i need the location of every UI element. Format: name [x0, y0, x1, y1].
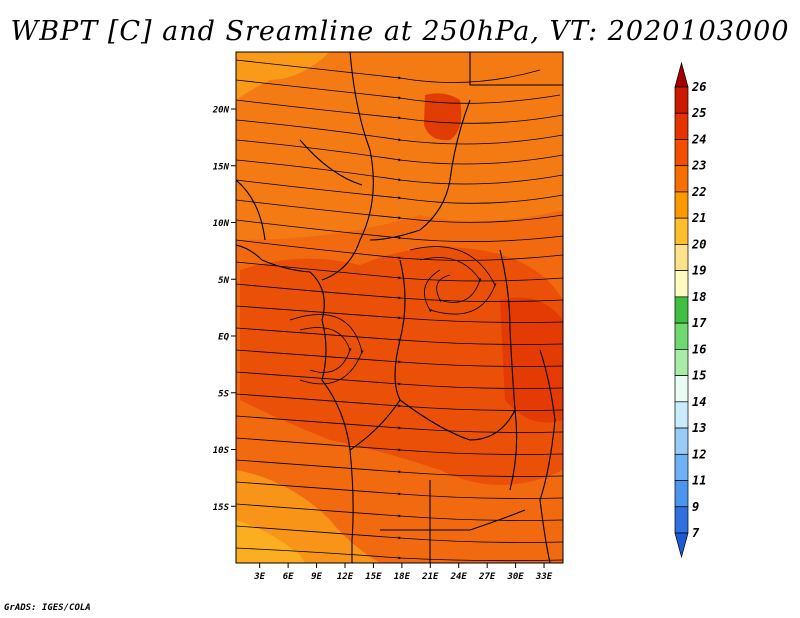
lon-tick-label: 3E — [253, 572, 265, 582]
lon-tick-label: 15E — [365, 572, 382, 582]
colorbar-label: 21 — [691, 211, 706, 225]
lat-tick-label: 10S — [213, 446, 230, 456]
colorbar-bottom-arrow — [674, 532, 689, 559]
lat-tick-label: 15N — [213, 162, 230, 172]
colorbar-label: 23 — [691, 159, 706, 173]
colorbar-swatch — [674, 112, 689, 140]
map-panel — [236, 52, 563, 563]
colorbar-swatch — [674, 86, 689, 114]
lon-tick-label: 18E — [394, 572, 411, 582]
colorbar-label: 16 — [692, 342, 706, 356]
wbpt-field-warm-north — [236, 52, 563, 240]
colorbar-label: 17 — [692, 316, 707, 330]
colorbar-swatch — [674, 165, 689, 193]
lon-tick-label: 9E — [311, 572, 322, 582]
latitude-axis: 20N 15N 10N 5N EQ 5S 10S 15S — [212, 106, 236, 513]
lon-tick-label: 12E — [337, 572, 354, 582]
lat-tick-label: 10N — [213, 219, 230, 229]
colorbar-label: 19 — [692, 264, 706, 278]
grads-credit: GrADS: IGES/COLA — [4, 603, 91, 613]
lon-tick-label: 21E — [421, 572, 439, 582]
colorbar-swatch — [674, 401, 689, 429]
colorbar-swatch — [674, 480, 689, 508]
colorbar-swatch — [674, 296, 689, 324]
colorbar-swatch — [674, 349, 689, 376]
colorbar-swatch — [674, 139, 689, 167]
wbpt-field-hot-east — [500, 297, 563, 423]
lat-tick-label: EQ — [218, 333, 229, 343]
colorbar-label: 25 — [691, 106, 706, 120]
wbpt-field-coolest-southwest — [236, 520, 305, 563]
wbpt-field-cool-northwest — [236, 52, 330, 100]
colorbar-swatch — [674, 191, 689, 219]
wbpt-field-hot-patch — [424, 93, 462, 141]
colorbar-label: 26 — [691, 80, 706, 94]
map-frame — [235, 51, 564, 564]
lat-tick-label: 5N — [218, 276, 229, 286]
colorbar-swatch — [674, 506, 689, 534]
chart-title: WBPT [C] and Sreamline at 250hPa, VT: 20… — [10, 16, 790, 47]
colorbar-label: 14 — [692, 395, 706, 409]
lat-tick-label: 15S — [213, 503, 230, 513]
lon-tick-label: 24E — [450, 572, 468, 582]
colorbar: 26 25 24 23 22 21 20 19 18 17 16 15 14 13 12 11 9 7 — [674, 61, 707, 559]
lon-tick-label: 33E — [535, 572, 553, 582]
colorbar-swatch — [674, 375, 689, 403]
colorbar-label: 24 — [691, 132, 706, 146]
colorbar-label: 20 — [691, 237, 706, 251]
colorbar-label: 15 — [692, 369, 706, 383]
colorbar-swatch — [674, 244, 689, 271]
lat-tick-label: 20N — [212, 106, 230, 116]
colorbar-swatch — [674, 270, 689, 298]
colorbar-label: 11 — [692, 474, 706, 488]
colorbar-swatch — [674, 453, 689, 481]
colorbar-swatch — [674, 217, 689, 245]
colorbar-top-arrow — [674, 61, 689, 88]
colorbar-swatch — [674, 427, 689, 455]
colorbar-label: 22 — [691, 185, 706, 199]
colorbar-label: 12 — [692, 447, 706, 461]
colorbar-swatch — [674, 322, 689, 350]
colorbar-label: 13 — [692, 421, 706, 435]
lat-tick-label: 5S — [218, 389, 229, 399]
colorbar-label: 18 — [692, 290, 706, 304]
lon-tick-label: 30E — [506, 572, 524, 582]
lon-tick-label: 6E — [283, 572, 294, 582]
colorbar-label: 9 — [692, 500, 699, 514]
streamlines — [236, 59, 563, 562]
longitude-axis: 3E 6E 9E 12E 15E 18E 21E 24E 27E 30E 33E — [253, 563, 553, 582]
colorbar-label: 7 — [692, 526, 700, 540]
lon-tick-label: 27E — [478, 572, 496, 582]
